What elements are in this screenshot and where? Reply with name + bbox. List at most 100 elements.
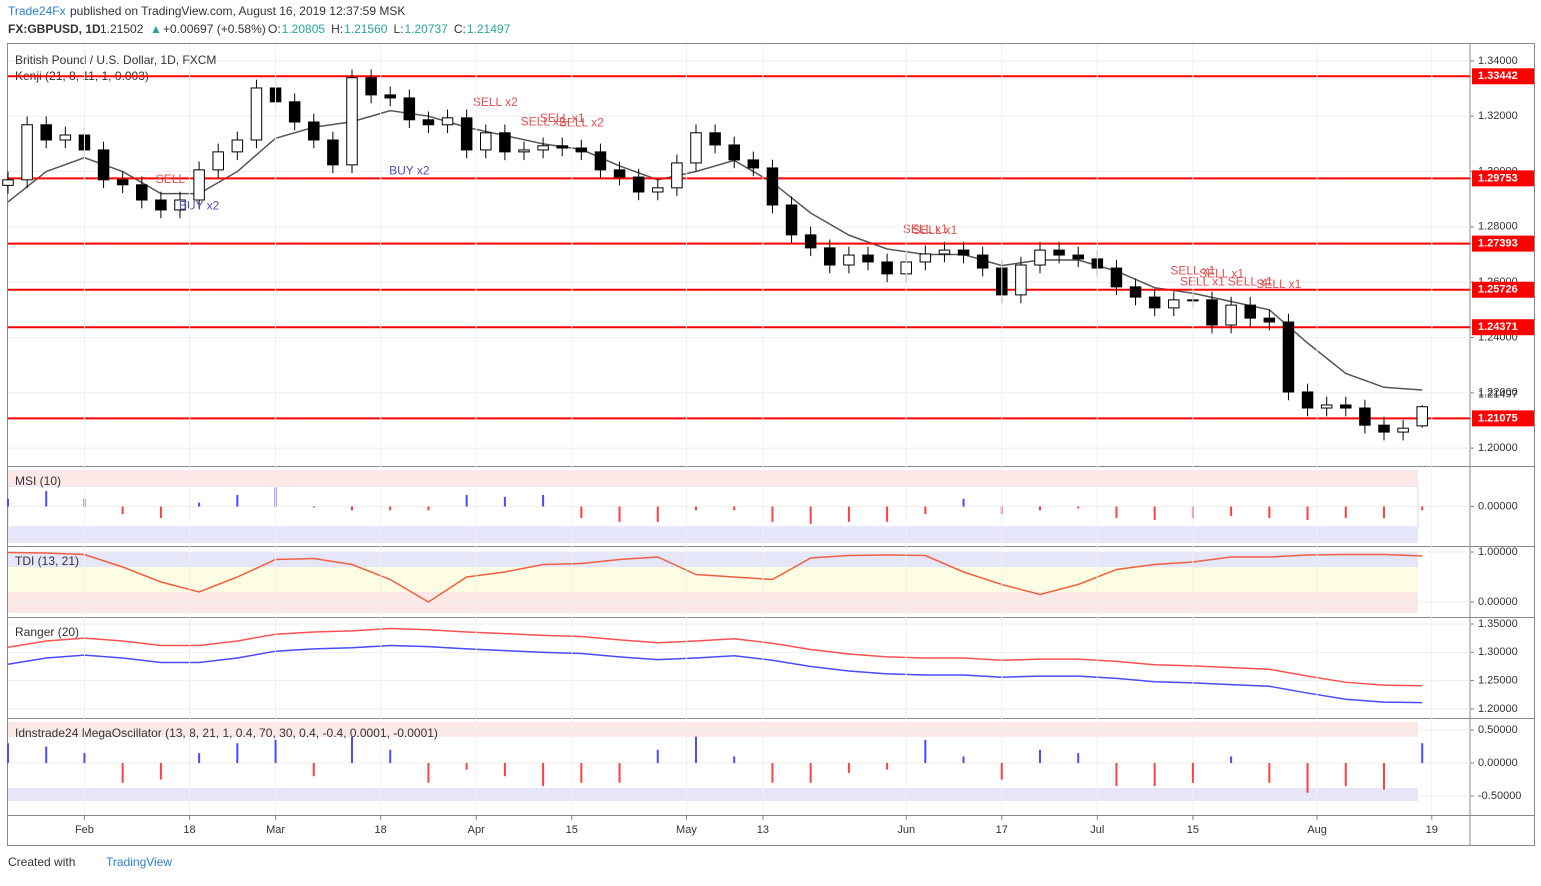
level-label-bg (1472, 68, 1534, 85)
signal-label: SELL x2 (559, 115, 604, 129)
brand[interactable]: Trade24Fx (8, 4, 66, 18)
signal-label: SELL x1 (1199, 267, 1244, 281)
y-tick-label: 1.20000 (1478, 442, 1518, 454)
arrow: ▲ (150, 22, 162, 36)
histogram-bar (45, 746, 48, 764)
x-tick-label: 15 (566, 824, 578, 836)
x-tick-label: May (676, 824, 697, 836)
candle-body (632, 176, 645, 193)
candle-body (250, 87, 263, 141)
candle-body (174, 199, 186, 211)
candle-body (1148, 296, 1161, 309)
last-price-label: 1.21497 (1478, 389, 1518, 401)
histogram-bar (389, 749, 392, 764)
histogram-bar (1077, 753, 1080, 764)
histogram-bar (1268, 763, 1271, 783)
histogram-bar (1039, 506, 1041, 511)
y-tick-label: 1.00000 (1478, 546, 1518, 558)
histogram-bar (580, 763, 583, 783)
indicator-line (7, 627, 1423, 687)
candle-body (460, 117, 473, 151)
histogram-bar (1306, 506, 1309, 520)
panel-title: British Pound / U.S. Dollar, 1D, FXCM (15, 53, 216, 67)
candle-body (1397, 427, 1409, 433)
candle-body (499, 132, 511, 153)
histogram-bar (121, 763, 124, 783)
x-tick-label: 15 (1187, 824, 1199, 836)
histogram-bar (1191, 763, 1194, 783)
candle-body (1263, 317, 1276, 323)
histogram-bar (809, 763, 812, 783)
histogram-bar (1421, 743, 1424, 764)
histogram-bar (618, 506, 621, 522)
level-label: 1.29753 (1478, 172, 1518, 184)
ohlc-label: H: (331, 22, 343, 36)
symbol: FX:GBPUSD, 1D (8, 22, 101, 36)
y-tick-label: -0.50000 (1478, 790, 1521, 802)
published: published on TradingView.com, August 16,… (70, 4, 405, 18)
candle-body (518, 149, 530, 153)
candle-body (804, 234, 817, 249)
ohlc-value: 1.21560 (344, 22, 388, 36)
msi-bottom-band (8, 527, 1418, 543)
candle-body (1072, 254, 1084, 260)
histogram-bar (962, 498, 965, 507)
change: +0.00697 (+0.58%) (163, 22, 266, 36)
footer-brand[interactable]: TradingView (106, 855, 172, 869)
histogram-bar (886, 506, 889, 522)
msi-top-band (8, 470, 1418, 486)
price: 1.21502 (100, 22, 144, 36)
panel-frames (7, 43, 1535, 846)
histogram-bar (427, 506, 430, 511)
y-tick-label: 1.35000 (1478, 618, 1518, 630)
histogram-bar (312, 763, 315, 777)
histogram-bar (618, 763, 621, 783)
candle-body (1340, 404, 1352, 409)
x-tick-label: Jun (897, 824, 915, 836)
y-tick-label: 1.34000 (1478, 55, 1518, 67)
candle-body (365, 77, 377, 96)
footer-created: Created with (8, 855, 75, 869)
candle-body (2, 179, 14, 186)
candle-body (136, 184, 148, 201)
candle-body (594, 151, 607, 171)
level-label-bg (1472, 410, 1534, 427)
histogram-bar (1115, 763, 1118, 787)
histogram-bar (159, 763, 162, 780)
ohlc-value: 1.20737 (404, 22, 448, 36)
histogram-bar (389, 506, 392, 511)
mega-bottom-band (8, 788, 1418, 801)
candle-body (537, 145, 549, 151)
y-tick-label: 1.32000 (1478, 110, 1518, 122)
histogram-bar (1115, 506, 1118, 519)
panel-title: Ranger (20) (15, 625, 79, 639)
histogram-bar (1344, 763, 1347, 787)
indicator-line (7, 551, 1423, 603)
level-label-bg (1472, 170, 1534, 187)
signal-label: SELL x1 (903, 222, 948, 236)
histogram-bar (542, 763, 545, 787)
mega-top-band (8, 722, 1418, 737)
candle-body (976, 254, 989, 269)
candle-body (1301, 391, 1314, 409)
kenji-line (7, 109, 1423, 391)
x-tick-label: 19 (1426, 824, 1438, 836)
candle-body (1206, 299, 1218, 326)
x-tick-label: 18 (183, 824, 195, 836)
level-label: 1.25726 (1478, 284, 1518, 296)
candle-body (97, 149, 110, 181)
signal-label: SELL x1 (1228, 274, 1273, 288)
candle-body (59, 134, 72, 141)
candle-body (957, 249, 970, 256)
histogram-bar (7, 498, 9, 507)
signal-label: SELL x2 (473, 95, 518, 109)
candle-body (231, 139, 244, 153)
histogram-bar (962, 756, 965, 764)
ohlc-label: L: (393, 22, 403, 36)
histogram-bar (733, 506, 736, 511)
candle-body (785, 204, 798, 236)
y-tick-label: 1.20000 (1478, 703, 1518, 715)
histogram-bar (312, 506, 315, 508)
histogram-bar (198, 502, 201, 507)
